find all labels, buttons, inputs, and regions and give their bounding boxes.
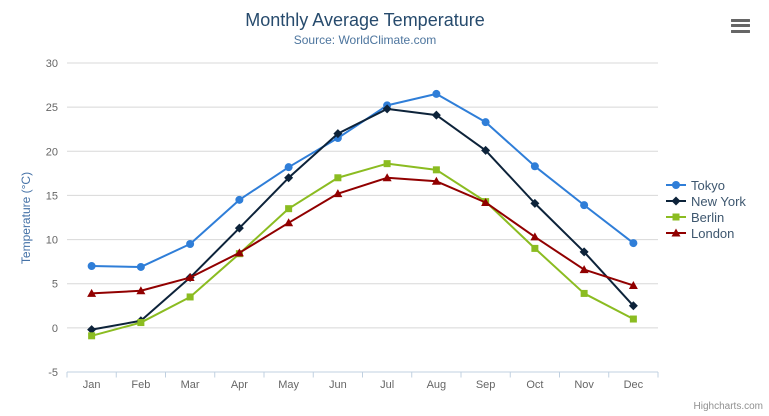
legend-item-new-york[interactable]: New York	[666, 193, 746, 209]
marker-square	[629, 315, 637, 323]
series-line-tokyo	[90, 92, 635, 268]
export-menu-button[interactable]	[726, 15, 756, 39]
marker-circle	[629, 239, 638, 248]
x-axis-label: May	[278, 379, 299, 391]
marker-triangle	[431, 176, 441, 185]
x-axis-label: Mar	[181, 379, 200, 391]
marker-square	[334, 174, 342, 182]
marker-square	[432, 166, 440, 174]
y-axis-label: 15	[46, 190, 58, 202]
marker-square	[186, 293, 194, 301]
y-axis-label: 30	[46, 58, 58, 70]
marker-diamond	[284, 173, 294, 183]
marker-circle	[530, 162, 539, 171]
x-axis-label: Apr	[231, 379, 248, 391]
legend: Tokyo New York Berlin London	[666, 177, 746, 241]
legend-item-label: Berlin	[691, 209, 725, 225]
marker-square	[672, 213, 680, 221]
x-axis-label: Jul	[380, 379, 394, 391]
legend-item-label: New York	[691, 193, 746, 209]
series-line-new-york	[90, 107, 635, 331]
marker-square	[285, 205, 293, 213]
y-axis-label: 0	[52, 323, 58, 335]
marker-circle	[284, 163, 293, 172]
marker-triangle	[579, 265, 589, 274]
x-axis-label: Aug	[427, 379, 447, 391]
x-axis-label: Nov	[574, 379, 594, 391]
marker-square	[531, 244, 539, 252]
marker-square	[137, 319, 145, 327]
marker-diamond	[87, 325, 97, 335]
marker-diamond	[382, 104, 392, 114]
marker-triangle	[628, 280, 638, 289]
marker-triangle	[87, 288, 97, 297]
y-axis-label: 25	[46, 102, 58, 114]
legend-item-label: London	[691, 225, 735, 241]
marker-diamond	[671, 196, 681, 206]
marker-triangle	[136, 286, 146, 295]
marker-triangle	[530, 232, 540, 241]
marker-square	[383, 160, 391, 168]
credits-link[interactable]: Highcharts.com	[693, 401, 763, 412]
x-axis-label: Sep	[476, 379, 496, 391]
legend-item-berlin[interactable]: Berlin	[666, 209, 746, 225]
series-tokyo[interactable]	[87, 89, 638, 271]
x-axis-label: Jan	[83, 379, 101, 391]
marker-square	[580, 289, 588, 297]
marker-circle	[672, 181, 680, 189]
x-axis-label: Dec	[624, 379, 644, 391]
marker-triangle	[185, 273, 195, 282]
x-axis-label: Oct	[526, 379, 543, 391]
x-axis-label: Feb	[131, 379, 150, 391]
chart-title: Monthly Average Temperature	[245, 10, 485, 30]
legend-item-tokyo[interactable]: Tokyo	[666, 177, 746, 193]
marker-diamond	[431, 110, 441, 120]
marker-diamond	[530, 198, 540, 208]
legend-item-london[interactable]: London	[666, 225, 746, 241]
marker-circle	[235, 195, 244, 204]
marker-triangle	[382, 173, 392, 182]
x-axis-label: Jun	[329, 379, 347, 391]
marker-diamond	[628, 301, 638, 311]
marker-circle	[580, 201, 589, 210]
marker-circle	[186, 239, 195, 248]
y-axis-label: 10	[46, 235, 58, 247]
legend-marker-triangle-icon	[666, 228, 686, 237]
marker-diamond	[234, 223, 244, 233]
y-axis-label: 5	[52, 279, 58, 291]
legend-marker-diamond-icon	[666, 196, 686, 206]
legend-marker-square-icon	[666, 213, 686, 221]
marker-triangle	[234, 248, 244, 257]
marker-triangle	[333, 189, 343, 198]
hamburger-icon	[731, 18, 751, 33]
legend-item-label: Tokyo	[691, 177, 725, 193]
marker-circle	[87, 262, 96, 271]
series-line-london	[90, 176, 635, 295]
marker-circle	[136, 262, 145, 271]
marker-square	[88, 332, 96, 340]
marker-diamond	[481, 145, 491, 155]
series-london[interactable]	[87, 173, 638, 297]
marker-diamond	[579, 247, 589, 257]
marker-diamond	[333, 129, 343, 139]
marker-triangle	[284, 218, 294, 227]
y-axis-label: -5	[48, 367, 58, 379]
series-line-berlin	[90, 162, 635, 337]
series-new-york[interactable]	[87, 104, 638, 335]
marker-circle	[432, 89, 441, 98]
marker-triangle	[481, 197, 491, 206]
legend-marker-circle-icon	[666, 181, 686, 189]
y-axis-label: 20	[46, 146, 58, 158]
marker-triangle	[671, 228, 681, 237]
chart-subtitle: Source: WorldClimate.com	[293, 33, 437, 47]
marker-circle	[481, 118, 490, 127]
